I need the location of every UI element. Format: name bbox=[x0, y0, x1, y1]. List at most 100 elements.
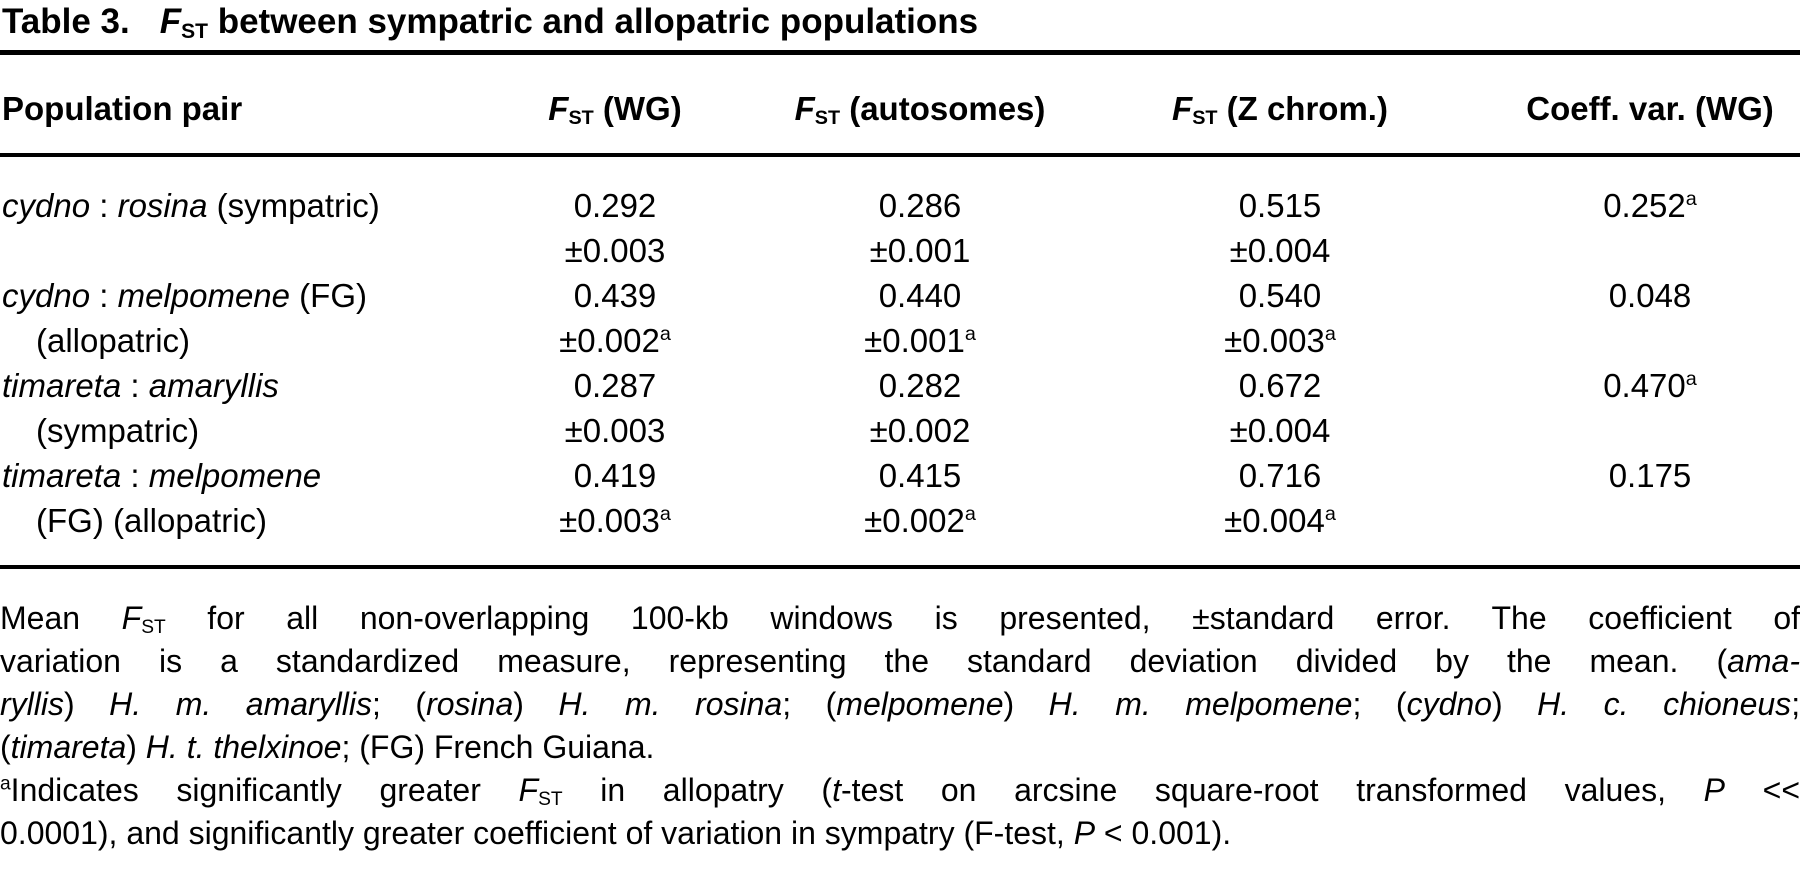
text-segment: Population pair bbox=[2, 90, 243, 127]
text-segment: 0.286 bbox=[878, 187, 962, 224]
fst-value: 0.470a bbox=[1500, 363, 1800, 408]
standard-error-value: ±0.001a bbox=[780, 318, 1060, 363]
population-pair-line1: timareta : amaryllis bbox=[2, 363, 450, 408]
text-segment: 0.292 bbox=[573, 187, 657, 224]
text-segment: H. m. amaryllis bbox=[109, 686, 373, 722]
population-pair-line1: cydno : melpomene (FG) bbox=[2, 273, 450, 318]
text-segment: Coeff. var. (WG) bbox=[1526, 90, 1774, 127]
population-pair-line2: (sympatric) bbox=[2, 408, 450, 453]
text-segment: ±0.002 bbox=[869, 412, 971, 449]
standard-error-value: ±0.002 bbox=[780, 408, 1060, 453]
text-segment: (sympatric) bbox=[207, 187, 380, 224]
standard-error-value: ±0.003a bbox=[1060, 318, 1500, 363]
text-segment: F bbox=[1172, 90, 1193, 127]
footnote-line: variation is a standardized measure, rep… bbox=[0, 640, 1800, 683]
text-segment: 0.252 bbox=[1603, 187, 1686, 224]
text-segment: 0.672 bbox=[1238, 367, 1322, 404]
superscript-marker: a bbox=[964, 323, 976, 345]
value-cell: 0.287 ±0.003 bbox=[450, 363, 780, 453]
text-segment: < 0.001). bbox=[1095, 815, 1232, 851]
value-cell: 0.439 ±0.002a bbox=[450, 273, 780, 363]
text-segment: ±0.003 bbox=[1224, 322, 1325, 359]
value-cell: 0.672 ±0.004 bbox=[1060, 363, 1500, 453]
table-row: timareta : amaryllis (sympatric) 0.287 ±0.0… bbox=[0, 363, 1800, 453]
text-segment: between sympatric and allopatric populat… bbox=[207, 2, 979, 41]
text-segment: ±0.004 bbox=[1224, 502, 1325, 539]
population-pair-line2: (allopatric) bbox=[2, 318, 450, 363]
value-cell: 0.048 bbox=[1500, 273, 1800, 363]
text-segment: F bbox=[518, 772, 539, 808]
superscript-marker: a bbox=[1685, 368, 1697, 390]
fst-value: 0.048 bbox=[1500, 273, 1800, 318]
text-segment: ±0.001 bbox=[869, 232, 971, 269]
text-segment: timareta bbox=[2, 457, 122, 494]
text-segment: amaryllis bbox=[148, 367, 279, 404]
column-header-0: Population pair bbox=[0, 87, 450, 131]
text-segment: 0.716 bbox=[1238, 457, 1322, 494]
text-segment: 0.048 bbox=[1608, 277, 1692, 314]
superscript-marker: a bbox=[1324, 503, 1336, 525]
subscript-text: ST bbox=[814, 107, 841, 130]
subscript-text: ST bbox=[1192, 107, 1218, 130]
text-segment: ) bbox=[63, 686, 110, 722]
text-segment: ±0.004 bbox=[1229, 232, 1331, 269]
text-segment: Indicates significantly greater bbox=[10, 772, 519, 808]
value-cell: 0.440 ±0.001a bbox=[780, 273, 1060, 363]
text-segment: t bbox=[832, 772, 841, 808]
text-segment: -test on arcsine square-root transformed… bbox=[840, 772, 1704, 808]
superscript-marker: a bbox=[1324, 323, 1336, 345]
text-segment: (autosomes) bbox=[840, 90, 1046, 127]
fst-value: 0.292 bbox=[450, 183, 780, 228]
superscript-marker: a bbox=[659, 503, 671, 525]
fst-value: 0.540 bbox=[1060, 273, 1500, 318]
text-segment: P bbox=[1073, 815, 1096, 851]
value-cell: 0.252a bbox=[1500, 183, 1800, 273]
superscript-marker: a bbox=[659, 323, 671, 345]
column-header-3: FST (Z chrom.) bbox=[1060, 87, 1500, 131]
column-header-1: FST (WG) bbox=[450, 87, 780, 131]
footnote-line: ryllis) H. m. amaryllis; (rosina) H. m. … bbox=[0, 683, 1800, 726]
value-cell: 0.415 ±0.002a bbox=[780, 453, 1060, 543]
header-rule-divider bbox=[0, 153, 1800, 157]
fst-value: 0.252a bbox=[1500, 183, 1800, 228]
value-cell: 0.470a bbox=[1500, 363, 1800, 453]
standard-error-value: ±0.003 bbox=[450, 408, 780, 453]
population-pair-line2: (FG) (allopatric) bbox=[2, 498, 450, 543]
text-segment: (Z chrom.) bbox=[1217, 90, 1388, 127]
text-segment: (sympatric) bbox=[36, 412, 200, 449]
column-header-2: FST (autosomes) bbox=[780, 87, 1060, 131]
footnote-line: (timareta) H. t. thelxinoe; (FG) French … bbox=[0, 726, 1800, 769]
text-segment: ; ( bbox=[372, 686, 427, 722]
text-segment: ±0.002 bbox=[559, 322, 660, 359]
table-header-row: Population pair FST (WG) FST (autosomes) FS… bbox=[0, 55, 1800, 153]
text-segment: (FG) (allopatric) bbox=[36, 502, 268, 539]
population-pair-line1: cydno : rosina (sympatric) bbox=[2, 183, 450, 228]
text-segment: P bbox=[1703, 772, 1725, 808]
fst-value: 0.716 bbox=[1060, 453, 1500, 498]
superscript-marker: a bbox=[964, 503, 976, 525]
table-footnotes: Mean FST for all non-overlapping 100-kb … bbox=[0, 597, 1800, 855]
text-segment: F bbox=[121, 600, 142, 636]
text-segment: (FG) bbox=[290, 277, 367, 314]
text-segment: ( bbox=[0, 729, 11, 765]
fst-value: 0.439 bbox=[450, 273, 780, 318]
text-segment: 0.175 bbox=[1608, 457, 1692, 494]
text-segment: rosina bbox=[117, 187, 208, 224]
text-segment: ) bbox=[513, 686, 559, 722]
subscript-text: ST bbox=[141, 617, 166, 639]
text-segment: ; ( bbox=[782, 686, 837, 722]
text-segment: H. c. chioneus bbox=[1537, 686, 1792, 722]
standard-error-value: ±0.003 bbox=[450, 228, 780, 273]
text-segment: : bbox=[121, 457, 149, 494]
text-segment: variation is a standardized measure, rep… bbox=[0, 643, 1728, 679]
table-row: timareta : melpomene (FG) (allopatric) 0.4… bbox=[0, 453, 1800, 543]
text-segment: 0.287 bbox=[573, 367, 657, 404]
text-segment: 0.419 bbox=[573, 457, 657, 494]
value-cell: 0.515 ±0.004 bbox=[1060, 183, 1500, 273]
text-segment: : bbox=[90, 277, 118, 314]
value-cell: 0.175 bbox=[1500, 453, 1800, 543]
text-segment: H. t. thelxinoe bbox=[145, 729, 342, 765]
text-segment: (allopatric) bbox=[36, 322, 191, 359]
subscript-text: ST bbox=[538, 789, 563, 811]
standard-error-value: ±0.003a bbox=[450, 498, 780, 543]
